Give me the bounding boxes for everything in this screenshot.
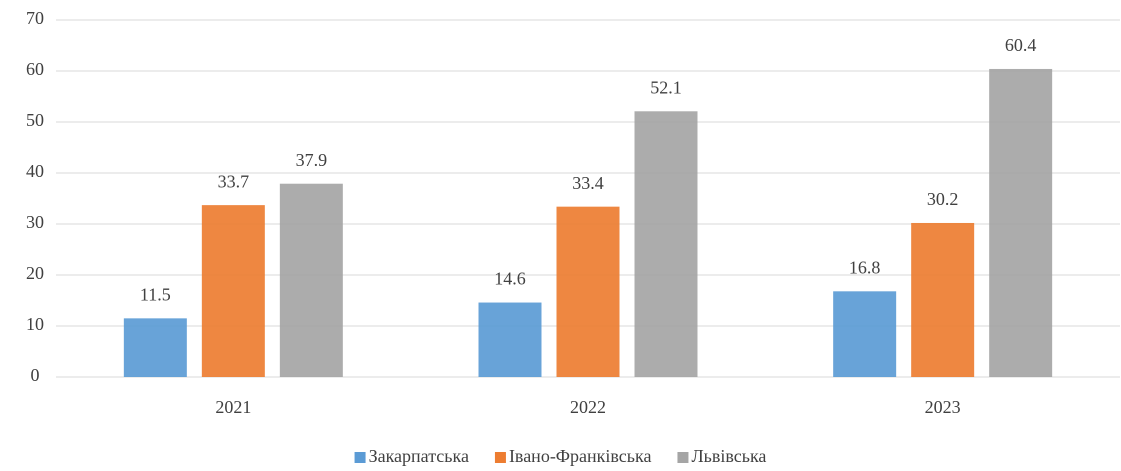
legend: Закарпатська Івано-Франківська Львівська <box>354 446 766 466</box>
y-tick-label: 20 <box>26 263 44 283</box>
legend-label: Львівська <box>691 446 766 466</box>
value-label: 14.6 <box>494 269 526 289</box>
value-label: 33.4 <box>572 173 604 193</box>
value-label: 30.2 <box>927 189 959 209</box>
legend-swatch <box>677 452 689 463</box>
bar <box>634 111 698 377</box>
x-tick-label: 2021 <box>215 397 251 417</box>
y-tick-label: 40 <box>26 161 44 181</box>
value-label: 16.8 <box>849 257 881 277</box>
value-label: 52.1 <box>650 77 682 97</box>
bar <box>279 183 343 377</box>
bar <box>556 206 620 377</box>
y-tick-label: 60 <box>26 59 44 79</box>
x-tick-label: 2023 <box>925 397 961 417</box>
value-label: 33.7 <box>218 171 250 191</box>
x-tick-label: 2022 <box>570 397 606 417</box>
bar <box>989 68 1053 378</box>
value-label: 60.4 <box>1005 35 1037 55</box>
bar <box>478 302 542 377</box>
y-tick-label: 30 <box>26 212 44 232</box>
legend-label: Закарпатська <box>369 446 469 466</box>
bar <box>123 318 187 377</box>
value-label: 37.9 <box>296 150 328 170</box>
legend-swatch <box>494 452 506 463</box>
legend-label: Івано-Франківська <box>509 446 652 466</box>
y-tick-label: 70 <box>26 8 44 28</box>
bar <box>833 291 897 377</box>
bar <box>201 205 265 377</box>
y-tick-label: 10 <box>26 314 44 334</box>
legend-swatch <box>354 452 366 463</box>
bar <box>911 222 975 377</box>
y-tick-label: 50 <box>26 110 44 130</box>
y-tick-label: 0 <box>31 365 40 385</box>
value-label: 11.5 <box>140 284 171 304</box>
